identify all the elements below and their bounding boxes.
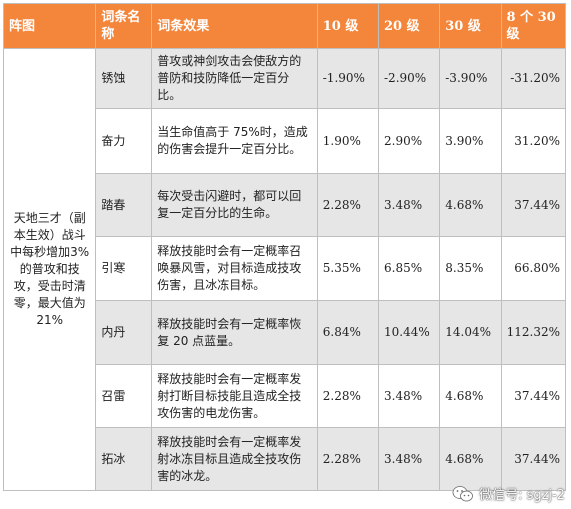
row-x8: 112.32% (500, 300, 566, 365)
stats-table: 阵图 词条名称 词条效果 10 级 20 级 30 级 8 个 30 级 天地三… (2, 3, 566, 491)
row-lv20: 3.48% (377, 427, 441, 491)
row-lv10: -1.90% (316, 48, 380, 109)
row-lv20: 10.44% (377, 300, 441, 365)
row-effect: 释放技能时会有一定概率发射打断目标技能且造成全技攻伤害的电龙伤害。 (151, 364, 318, 428)
row-name: 内丹 (95, 300, 153, 365)
row-lv30: 4.68% (439, 173, 502, 237)
row-lv20: 3.48% (377, 364, 441, 428)
row-lv30: 8.35% (439, 236, 502, 301)
row-name: 召雷 (95, 364, 153, 428)
row-effect: 普攻或神剑攻击会使敌方的普防和技防降低一定百分比。 (151, 48, 318, 109)
row-name: 锈蚀 (95, 48, 153, 109)
row-lv10: 6.84% (316, 300, 380, 365)
row-lv30: 4.68% (439, 364, 502, 428)
row-lv10: 1.90% (316, 108, 380, 174)
table-row: 内丹 释放技能时会有一定概率恢复 20 点蓝量。 6.84% 10.44% 14… (4, 300, 566, 365)
row-x8: 31.20% (500, 108, 566, 174)
watermark-text: 微信号: sgzj-2 (479, 488, 565, 503)
wechat-icon (452, 485, 473, 501)
row-x8: 37.44% (500, 364, 566, 428)
table-row: 引寒 释放技能时会有一定概率召唤暴风雪，对目标造成技攻伤害，且冰冻目标。 5.3… (4, 236, 566, 301)
row-x8: 37.44% (500, 173, 566, 237)
row-x8: 37.44% (500, 427, 566, 491)
set-description: 天地三才（副本生效）战斗中每秒增加3%的普攻和技攻，受击时清零，最大值为 21% (2, 48, 97, 491)
row-effect: 释放技能时会有一定概率发射冰冻目标且造成全技攻伤害的冰龙。 (151, 427, 318, 491)
row-lv30: -3.90% (439, 48, 502, 109)
row-lv10: 2.28% (316, 427, 380, 491)
row-x8: -31.20% (500, 48, 566, 109)
table-header: 阵图 词条名称 词条效果 10 级 20 级 30 级 8 个 30 级 (2, 3, 566, 49)
row-name: 奋力 (95, 108, 153, 174)
row-x8: 66.80% (500, 236, 566, 301)
row-name: 踏春 (95, 173, 153, 237)
row-lv30: 3.90% (439, 108, 502, 174)
header-set: 阵图 (2, 3, 97, 49)
row-lv10: 2.28% (316, 173, 380, 237)
header-lv20: 20 级 (377, 3, 441, 49)
row-lv20: -2.90% (377, 48, 441, 109)
row-effect: 每次受击闪避时，都可以回复一定百分比的生命。 (151, 173, 318, 237)
row-lv20: 3.48% (377, 173, 441, 237)
watermark: 微信号: sgzj-2 (452, 484, 565, 503)
table-row: 召雷 释放技能时会有一定概率发射打断目标技能且造成全技攻伤害的电龙伤害。 2.2… (4, 364, 566, 428)
header-lv30: 30 级 (439, 3, 502, 49)
row-lv20: 2.90% (377, 108, 441, 174)
table-row: 奋力 当生命值高于 75%时，造成的伤害会提升一定百分比。 1.90% 2.90… (4, 108, 566, 174)
row-effect: 当生命值高于 75%时，造成的伤害会提升一定百分比。 (151, 108, 318, 174)
row-lv10: 2.28% (316, 364, 380, 428)
header-name: 词条名称 (95, 3, 153, 49)
table-row: 拓冰 释放技能时会有一定概率发射冰冻目标且造成全技攻伤害的冰龙。 2.28% 3… (4, 427, 566, 491)
header-lv10: 10 级 (316, 3, 380, 49)
table-row: 天地三才（副本生效）战斗中每秒增加3%的普攻和技攻，受击时清零，最大值为 21%… (2, 48, 566, 491)
row-name: 引寒 (95, 236, 153, 301)
row-lv10: 5.35% (316, 236, 380, 301)
row-lv30: 14.04% (439, 300, 502, 365)
row-lv20: 6.85% (377, 236, 441, 301)
row-name: 拓冰 (95, 427, 153, 491)
row-effect: 释放技能时会有一定概率召唤暴风雪，对目标造成技攻伤害，且冰冻目标。 (151, 236, 318, 301)
header-x8: 8 个 30 级 (500, 3, 566, 49)
row-effect: 释放技能时会有一定概率恢复 20 点蓝量。 (151, 300, 318, 365)
table-row: 踏春 每次受击闪避时，都可以回复一定百分比的生命。 2.28% 3.48% 4.… (4, 173, 566, 237)
header-effect: 词条效果 (151, 3, 318, 49)
row-lv30: 4.68% (439, 427, 502, 491)
